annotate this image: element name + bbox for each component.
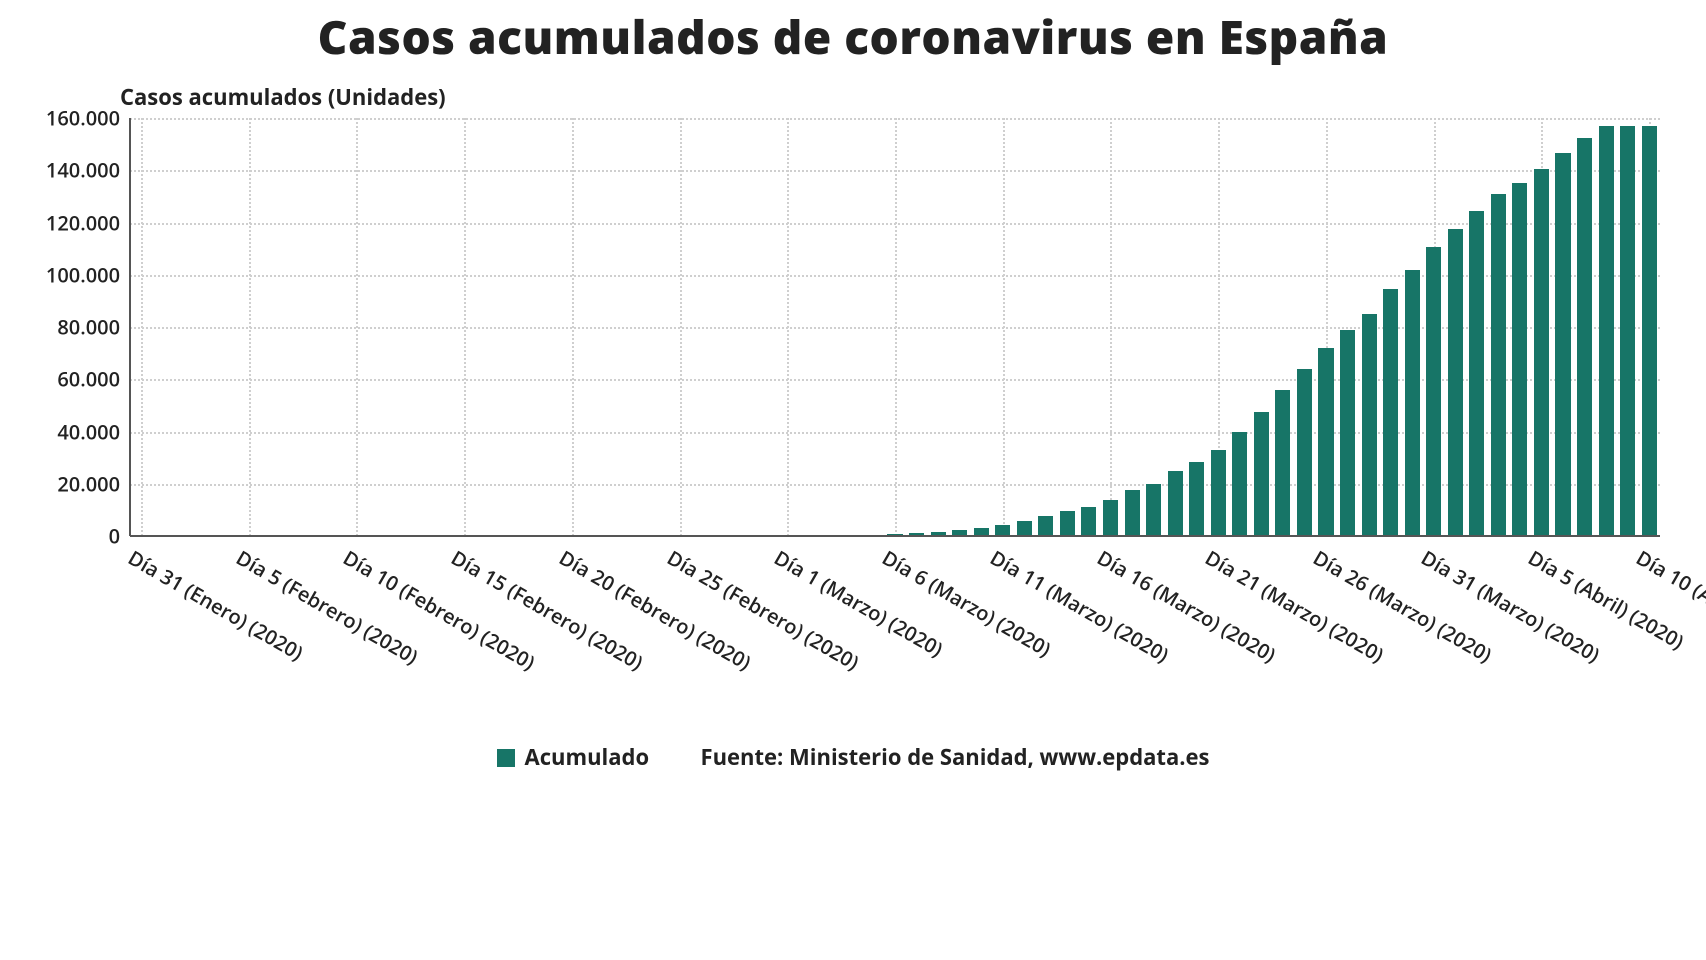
- y-axis-line: [129, 118, 131, 536]
- bar: [1405, 270, 1420, 536]
- bar: [1254, 412, 1269, 536]
- y-tick-label: 120.000: [46, 209, 120, 236]
- x-tick-label: Día 20 (Febrero) (2020): [554, 544, 755, 676]
- gridline-vertical: [572, 118, 574, 536]
- bar: [1599, 126, 1614, 536]
- gridline-vertical: [1003, 118, 1005, 536]
- bar: [1081, 507, 1096, 536]
- bar: [1383, 289, 1398, 536]
- gridline-vertical: [895, 118, 897, 536]
- x-tick-label: Día 25 (Febrero) (2020): [662, 544, 863, 676]
- x-tick-label: Día 16 (Marzo) (2020): [1093, 544, 1281, 668]
- bar: [1426, 247, 1441, 536]
- y-tick-label: 20.000: [57, 470, 120, 497]
- bar: [1211, 450, 1226, 536]
- bar: [1577, 138, 1592, 536]
- x-tick-label: Día 21 (Marzo) (2020): [1201, 544, 1389, 668]
- bar: [1469, 211, 1484, 536]
- x-axis-line: [130, 535, 1660, 537]
- bar: [1275, 390, 1290, 536]
- bar: [1146, 484, 1161, 536]
- bar: [1340, 330, 1355, 536]
- y-tick-label: 80.000: [57, 314, 120, 341]
- bar: [1038, 516, 1053, 536]
- y-axis-title: Casos acumulados (Unidades): [120, 82, 446, 112]
- legend: Acumulado Fuente: Ministerio de Sanidad,…: [0, 742, 1706, 772]
- bar: [1448, 229, 1463, 536]
- bar: [1189, 462, 1204, 536]
- y-tick-label: 100.000: [46, 261, 120, 288]
- bar: [1555, 153, 1570, 536]
- x-tick-label: Día 11 (Marzo) (2020): [985, 544, 1173, 668]
- plot-area: 020.00040.00060.00080.000100.000120.0001…: [130, 118, 1660, 536]
- bar: [1060, 511, 1075, 536]
- chart-title: Casos acumulados de coronavirus en Españ…: [0, 6, 1706, 68]
- bar: [1297, 369, 1312, 536]
- y-tick-label: 40.000: [57, 418, 120, 445]
- x-tick-label: Día 31 (Enero) (2020): [123, 544, 308, 666]
- x-tick-label: Día 26 (Marzo) (2020): [1308, 544, 1496, 668]
- gridline-vertical: [680, 118, 682, 536]
- legend-series-label: Acumulado: [525, 742, 650, 772]
- y-tick-label: 0: [109, 523, 120, 550]
- bar: [1017, 521, 1032, 536]
- gridline-vertical: [141, 118, 143, 536]
- x-tick-label: Día 5 (Febrero) (2020): [231, 544, 423, 670]
- legend-swatch: [497, 749, 515, 767]
- bar: [1125, 490, 1140, 536]
- bar: [1491, 194, 1506, 536]
- gridline-vertical: [249, 118, 251, 536]
- bar: [1232, 432, 1247, 537]
- y-tick-label: 60.000: [57, 366, 120, 393]
- bar: [1642, 126, 1657, 536]
- gridline-vertical: [356, 118, 358, 536]
- x-tick-label: Día 31 (Marzo) (2020): [1416, 544, 1604, 668]
- gridline-vertical: [787, 118, 789, 536]
- bar: [1620, 126, 1635, 536]
- x-tick-label: Día 10 (Febrero) (2020): [339, 544, 540, 676]
- bar: [1512, 183, 1527, 536]
- chart-container: Casos acumulados de coronavirus en Españ…: [0, 0, 1706, 960]
- bar: [1318, 348, 1333, 536]
- gridline-vertical: [1110, 118, 1112, 536]
- y-tick-label: 160.000: [46, 105, 120, 132]
- bar: [1168, 471, 1183, 536]
- x-tick-label: Día 15 (Febrero) (2020): [447, 544, 648, 676]
- bar: [1362, 314, 1377, 536]
- bar: [1534, 169, 1549, 536]
- y-tick-label: 140.000: [46, 157, 120, 184]
- legend-source-label: Fuente: Ministerio de Sanidad, www.epdat…: [701, 742, 1210, 772]
- gridline-vertical: [464, 118, 466, 536]
- bar: [1103, 500, 1118, 536]
